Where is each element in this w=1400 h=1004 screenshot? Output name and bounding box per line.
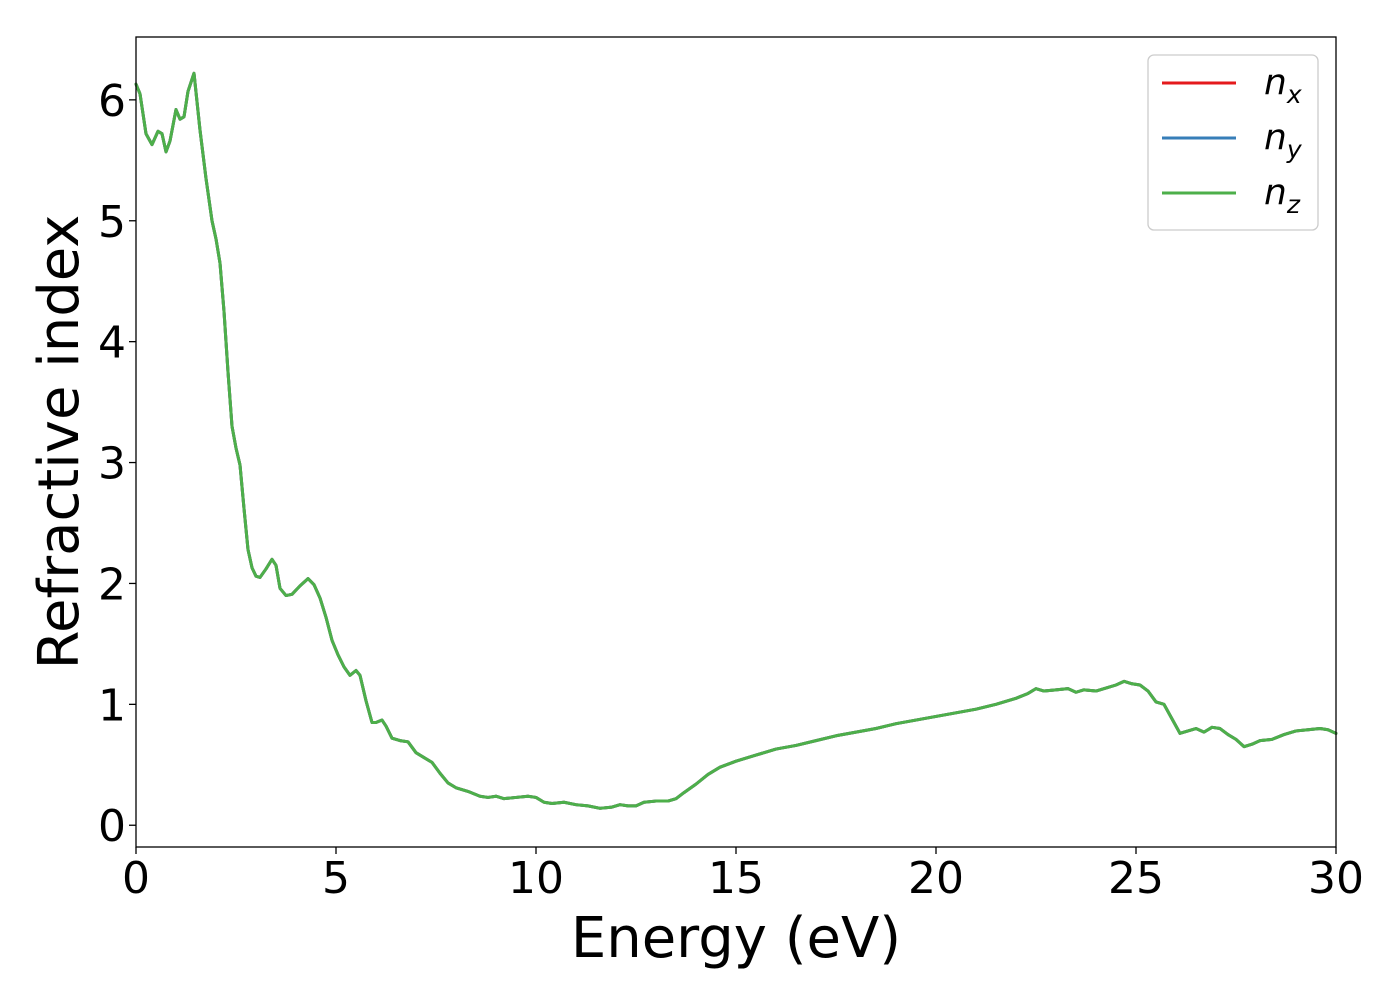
x-tick-label: 5 <box>322 853 350 904</box>
ticks-layer: 0 5 10 15 20 25 30 0 1 2 3 4 5 6 <box>98 76 1364 904</box>
legend-label-n-z: nz <box>1264 172 1301 219</box>
x-axis-label: Energy (eV) <box>571 906 901 971</box>
y-tick-label: 5 <box>98 197 126 248</box>
legend-box <box>1147 54 1319 231</box>
x-tick-label: 15 <box>708 853 764 904</box>
y-tick-label: 4 <box>98 318 126 369</box>
y-axis-label: Refractive index <box>27 215 92 670</box>
y-tick-label: 1 <box>98 680 126 731</box>
x-tick-label: 30 <box>1308 853 1364 904</box>
x-tick-label: 20 <box>908 853 964 904</box>
y-tick-label: 0 <box>98 801 126 852</box>
series-line-n-z <box>134 71 1338 810</box>
x-tick-label: 25 <box>1108 853 1164 904</box>
y-tick-label: 3 <box>98 439 126 490</box>
series-layer <box>134 71 1338 810</box>
legend-label-n-y: ny <box>1264 117 1303 164</box>
y-tick-label: 6 <box>98 76 126 127</box>
legend-entries: nx ny nz <box>1162 62 1303 219</box>
legend-label-n-x: nx <box>1264 62 1302 109</box>
legend: nx ny nz <box>1147 54 1319 231</box>
y-tick-label: 2 <box>98 559 126 610</box>
x-tick-label: 10 <box>508 853 564 904</box>
x-tick-label: 0 <box>122 853 150 904</box>
